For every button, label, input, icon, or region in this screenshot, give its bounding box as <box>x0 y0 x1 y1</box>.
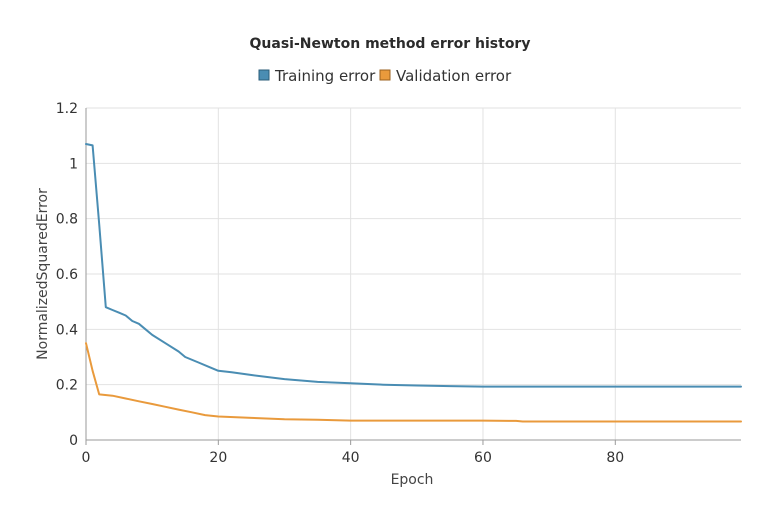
y-axis-label: NormalizedSquaredError <box>35 188 51 360</box>
legend: Training error Validation error <box>258 67 512 85</box>
x-tick-label: 0 <box>82 450 91 466</box>
training-error-line[interactable] <box>85 143 742 388</box>
validation-error-line[interactable] <box>85 342 742 423</box>
x-tick-label: 60 <box>474 450 492 466</box>
plot-area <box>85 143 742 423</box>
legend-label-training[interactable]: Training error <box>274 67 376 85</box>
chart-title: Quasi-Newton method error history <box>250 36 531 52</box>
legend-swatch-training <box>258 69 270 81</box>
y-tick-label: 0.2 <box>56 378 78 394</box>
x-tick-label: 80 <box>606 450 624 466</box>
y-tick-label: 0.8 <box>56 212 78 228</box>
y-tick-label: 0 <box>69 433 78 449</box>
legend-label-validation[interactable]: Validation error <box>396 67 512 85</box>
y-tick-label: 0.4 <box>56 322 78 338</box>
grid <box>86 107 741 440</box>
x-axis-label: Epoch <box>391 472 434 488</box>
legend-swatch-validation <box>379 69 391 81</box>
x-tick-label: 40 <box>342 450 360 466</box>
y-tick-label: 1 <box>69 156 78 172</box>
x-tick-label: 20 <box>209 450 227 466</box>
y-tick-label: 1.2 <box>56 101 78 117</box>
y-tick-label: 0.6 <box>56 267 78 283</box>
axes: 0 0.2 0.4 0.6 0.8 1 1.2 0 20 40 60 80 <box>56 101 741 466</box>
